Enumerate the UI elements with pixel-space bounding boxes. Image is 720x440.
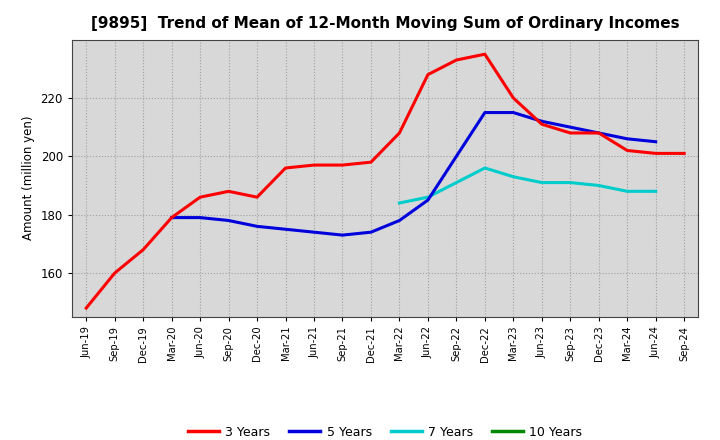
Y-axis label: Amount (million yen): Amount (million yen) <box>22 116 35 240</box>
Legend: 3 Years, 5 Years, 7 Years, 10 Years: 3 Years, 5 Years, 7 Years, 10 Years <box>183 421 588 440</box>
Title: [9895]  Trend of Mean of 12-Month Moving Sum of Ordinary Incomes: [9895] Trend of Mean of 12-Month Moving … <box>91 16 680 32</box>
